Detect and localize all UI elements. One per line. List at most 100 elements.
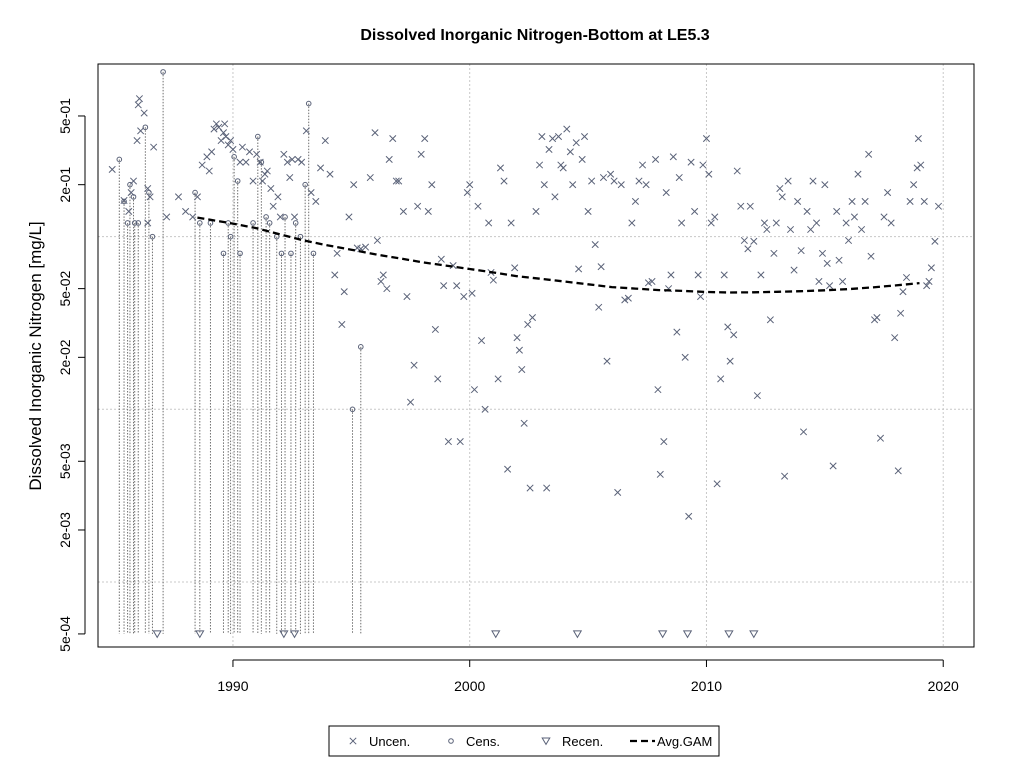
recensored-point [749, 630, 759, 639]
uncensored-point [494, 375, 502, 383]
uncensored-point [283, 158, 291, 166]
censored-point [282, 214, 288, 220]
uncensored-point [540, 181, 548, 189]
y-tick-label: 2e-01 [57, 167, 73, 203]
uncensored-point [595, 303, 603, 311]
uncensored-point [794, 197, 802, 205]
x-axis: 1990 2000 2010 2020 [217, 659, 959, 694]
censored-point [131, 220, 138, 226]
uncensored-point [294, 155, 302, 164]
uncensored-point [578, 155, 586, 164]
y-axis: 5e-04 2e-03 5e-03 2e-02 5e-02 2e-01 5e-01 [57, 98, 86, 652]
uncensored-point [559, 164, 567, 172]
uncensored-point [724, 323, 732, 331]
uncensored-point [137, 127, 145, 135]
uncensored-point [496, 164, 505, 172]
uncensored-point [219, 129, 228, 137]
uncensored-point [865, 150, 873, 158]
recensored-point [279, 630, 289, 639]
uncensored-point [891, 334, 899, 342]
uncensored-point [696, 292, 705, 301]
uncensored-point [917, 161, 925, 169]
uncensored-point [150, 143, 158, 151]
censored-point [149, 233, 156, 240]
uncensored-point [694, 271, 702, 279]
uncensored-point [182, 207, 190, 215]
uncensored-point [440, 282, 448, 290]
uncensored-point [210, 125, 218, 133]
uncensored-point [212, 120, 220, 128]
uncensored-point [931, 237, 939, 245]
uncensored-point [705, 170, 713, 178]
uncensored-point [610, 177, 618, 185]
uncensored-point [784, 177, 792, 185]
uncensored-point [249, 177, 257, 185]
uncensored-point [707, 219, 715, 227]
censored-point [237, 250, 243, 257]
uncensored-point [652, 155, 660, 164]
uncensored-point [133, 137, 141, 145]
uncensored-point [678, 219, 686, 227]
recensored-point [289, 630, 300, 639]
legend-uncen-icon [349, 737, 357, 745]
uncensored-point [569, 181, 577, 189]
uncensored-point [617, 181, 625, 189]
x-tick-label: 1990 [217, 678, 248, 694]
uncensored-point [566, 148, 574, 156]
censored-point [250, 220, 256, 226]
censored-point [292, 220, 299, 226]
censored-point [234, 178, 241, 184]
uncensored-point [298, 158, 306, 166]
grid-lines [98, 64, 974, 647]
censored-point [258, 159, 265, 165]
uncensored-point [744, 245, 752, 253]
uncensored-point [776, 184, 784, 193]
uncensored-point [720, 271, 728, 279]
uncensored-point [500, 177, 508, 185]
uncensored-point [925, 277, 933, 286]
uncensored-point [660, 438, 668, 446]
uncensored-point [786, 225, 795, 234]
uncensored-point [675, 173, 683, 182]
uncensored-point [389, 134, 397, 143]
uncensored-point [654, 386, 662, 394]
uncensored-point [906, 197, 914, 205]
y-axis-label: Dissolved Inorganic Nitrogen [mg/L] [26, 221, 45, 490]
uncensored-point [326, 170, 334, 178]
uncensored-point [526, 484, 534, 492]
uncensored-point [803, 207, 811, 215]
uncensored-point [726, 357, 734, 365]
censored-point [135, 220, 142, 226]
uncensored-point [685, 512, 693, 520]
uncensored-point [584, 207, 592, 215]
uncensored-point [667, 271, 675, 279]
uncensored-point [489, 276, 497, 284]
uncensored-point [772, 219, 780, 227]
censored-point [263, 214, 269, 220]
recensored-point [572, 630, 583, 639]
plot-area [108, 69, 943, 639]
uncensored-point [766, 316, 774, 324]
uncensored-point [770, 249, 778, 257]
uncensored-point [753, 392, 761, 400]
uncensored-point [205, 167, 213, 175]
uncensored-point [189, 213, 197, 221]
uncensored-point [894, 467, 902, 475]
uncensored-point [899, 288, 907, 296]
uncensored-point [687, 158, 695, 166]
uncensored-point [125, 207, 133, 215]
uncensored-point [520, 419, 528, 427]
uncensored-point [431, 325, 439, 334]
uncensored-point [274, 193, 282, 201]
uncensored-point [428, 181, 436, 189]
uncensored-point [403, 292, 411, 301]
uncensored-point [366, 173, 374, 182]
uncensored-point [434, 375, 442, 383]
uncensored-point [835, 256, 843, 264]
x-tick-label: 2010 [691, 678, 722, 694]
censored-point [121, 198, 127, 205]
uncensored-point [740, 236, 748, 245]
uncensored-point [746, 202, 754, 210]
uncensored-point [466, 181, 474, 189]
uncensored-point [927, 264, 935, 272]
